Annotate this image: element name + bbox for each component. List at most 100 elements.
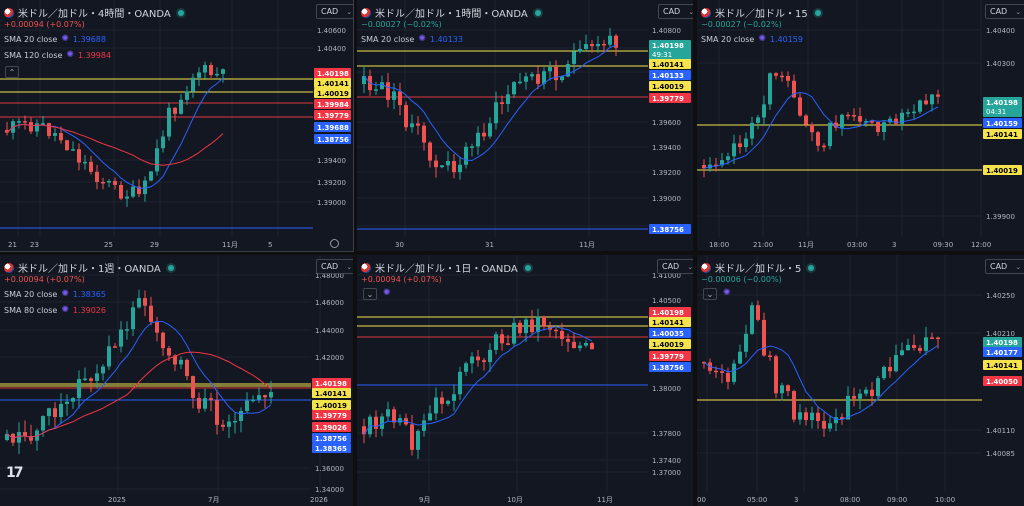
candle-body bbox=[5, 433, 9, 440]
price-chart-4h[interactable]: 1.40600 1.40400 1.39400 1.39200 1.39000 21 23 2… bbox=[0, 0, 353, 251]
pane-15m[interactable]: 1.40400 1.40300 1.39900 18:00 21:00 11月 03:00 3… bbox=[697, 0, 1024, 251]
expand-legend-button[interactable]: ⌄ bbox=[363, 288, 377, 300]
indicator-value: 1.39688 bbox=[72, 34, 106, 44]
candle-body bbox=[906, 112, 910, 114]
candle-body bbox=[738, 143, 742, 148]
price-change: −0.00006 (−0.00%) bbox=[701, 275, 782, 284]
collapse-legend-button[interactable]: ⌃ bbox=[5, 66, 19, 78]
usd-cad-flag-icon bbox=[4, 262, 14, 273]
candle-body bbox=[263, 395, 267, 398]
symbol-title[interactable]: 米ドル／加ドル・1日・OANDA bbox=[361, 260, 531, 275]
symbol-title[interactable]: 米ドル／加ドル・15 bbox=[701, 5, 821, 20]
pane-1h[interactable]: 1.408001.406001.404001.396001.394001.392… bbox=[357, 0, 693, 251]
symbol-title[interactable]: 米ドル／加ドル・1週・OANDA bbox=[4, 260, 174, 275]
candle-body bbox=[500, 102, 504, 105]
candle-body bbox=[560, 330, 564, 340]
price-chart-15m[interactable]: 1.40400 1.40300 1.39900 18:00 21:00 11月 03:00 3… bbox=[697, 0, 1024, 251]
sma-line[interactable] bbox=[363, 44, 617, 162]
indicator-settings-icon[interactable]: ✺ bbox=[723, 288, 731, 298]
indicator-label: SMA 20 close bbox=[4, 34, 58, 44]
candle-body bbox=[464, 146, 468, 165]
sma-line[interactable] bbox=[703, 92, 939, 169]
price-chart-5m[interactable]: 1.40250 1.40210 1.40110 1.40085 00 05:00 3 08:0… bbox=[697, 255, 1024, 506]
price-tag bbox=[649, 328, 691, 338]
pane-1d[interactable]: 1.41000 1.40500 1.38000 1.37800 1.37400 1.370… bbox=[357, 255, 693, 506]
price-tag bbox=[314, 88, 351, 98]
currency-select[interactable]: CAD ⌄ bbox=[985, 259, 1024, 274]
indicator-settings-icon[interactable]: ✺ bbox=[61, 305, 69, 315]
candle-body bbox=[542, 316, 546, 327]
price-tag bbox=[314, 78, 351, 88]
title-text: 米ドル／加ドル・15 bbox=[715, 9, 808, 20]
indicator-value: 1.39984 bbox=[77, 50, 112, 60]
price-tag-label: 1.40133 bbox=[652, 72, 684, 80]
price-chart-1h[interactable]: 1.408001.406001.404001.396001.394001.392… bbox=[357, 0, 693, 251]
currency-select[interactable]: CAD ⌄ bbox=[658, 4, 693, 19]
symbol-title[interactable]: 米ドル／加ドル・1時間・OANDA bbox=[361, 5, 541, 20]
pane-5m[interactable]: 1.40250 1.40210 1.40110 1.40085 00 05:00 3 08:0… bbox=[697, 255, 1024, 506]
indicator-sma20[interactable]: SMA 20 close ✺ 1.39688 bbox=[4, 34, 106, 44]
sma-line[interactable] bbox=[6, 320, 272, 439]
candle-body bbox=[452, 160, 456, 173]
price-tag bbox=[983, 347, 1022, 357]
price-tag bbox=[983, 118, 1022, 128]
expand-legend-button[interactable]: ⌄ bbox=[703, 288, 717, 300]
candle-body bbox=[732, 363, 736, 382]
candle-body bbox=[233, 420, 237, 423]
price-tag bbox=[649, 70, 691, 80]
indicator-sma80[interactable]: SMA 80 close ✺ 1.39026 bbox=[4, 305, 106, 315]
price-tag-label: 1.40019 bbox=[986, 167, 1018, 175]
y-tick-label: 1.44000 bbox=[315, 327, 344, 335]
chevron-down-icon: ⌄ bbox=[1015, 7, 1022, 16]
sma-line[interactable] bbox=[363, 325, 593, 435]
indicator-settings-icon[interactable]: ✺ bbox=[66, 50, 74, 60]
candle-body bbox=[209, 398, 213, 401]
reset-chart-icon[interactable] bbox=[330, 239, 339, 248]
currency-select[interactable]: CAD ⌄ bbox=[316, 259, 353, 274]
symbol-title[interactable]: 米ドル／加ドル・4時間・OANDA bbox=[4, 5, 184, 20]
sma-long-line[interactable] bbox=[6, 123, 224, 166]
pane-4h[interactable]: 1.40600 1.40400 1.39400 1.39200 1.39000 21 23 2… bbox=[0, 0, 354, 252]
y-tick-label: 1.40300 bbox=[986, 60, 1015, 68]
indicator-sma20[interactable]: SMA 20 close ✺ 1.38365 bbox=[4, 289, 106, 299]
x-tick-label: 09:00 bbox=[887, 496, 907, 504]
candle-body bbox=[53, 408, 57, 418]
sma-line[interactable] bbox=[6, 77, 224, 189]
candle-body bbox=[590, 44, 594, 47]
y-tick-label: 1.42000 bbox=[315, 354, 344, 362]
currency-select[interactable]: CAD ⌄ bbox=[657, 259, 693, 274]
indicator-settings-icon[interactable]: ✺ bbox=[383, 288, 391, 298]
candle-body bbox=[440, 397, 444, 404]
y-tick-label: 1.39000 bbox=[317, 199, 346, 207]
price-tag bbox=[314, 99, 351, 109]
candle-body bbox=[924, 100, 928, 105]
indicator-settings-icon[interactable]: ✺ bbox=[418, 34, 426, 44]
price-tag bbox=[314, 122, 351, 132]
price-tag-label: 1.38365 bbox=[315, 445, 347, 453]
candle-body bbox=[786, 385, 790, 392]
candle-body bbox=[446, 400, 450, 404]
candle-body bbox=[792, 391, 796, 420]
currency-select[interactable]: CAD ⌄ bbox=[316, 4, 353, 19]
candle-body bbox=[203, 64, 207, 73]
indicator-sma20[interactable]: SMA 20 close ✺ 1.40133 bbox=[361, 34, 463, 44]
indicator-settings-icon[interactable]: ✺ bbox=[61, 289, 69, 299]
indicator-settings-icon[interactable]: ✺ bbox=[758, 34, 766, 44]
candle-body bbox=[47, 408, 51, 417]
candle-body bbox=[416, 430, 420, 450]
symbol-title[interactable]: 米ドル／加ドル・5 bbox=[701, 260, 815, 275]
indicator-settings-icon[interactable]: ✺ bbox=[61, 34, 69, 44]
sma-line[interactable] bbox=[703, 344, 939, 420]
candle-body bbox=[506, 343, 510, 345]
currency-select[interactable]: CAD ⌄ bbox=[985, 4, 1024, 19]
indicator-sma20[interactable]: SMA 20 close ✺ 1.40159 bbox=[701, 34, 803, 44]
sma-long-line[interactable] bbox=[6, 351, 272, 439]
candle-body bbox=[362, 426, 366, 435]
x-tick-label: 00 bbox=[697, 496, 706, 504]
pane-1w[interactable]: 1.48000 1.46000 1.44000 1.42000 1.36000 1.340… bbox=[0, 255, 353, 506]
price-chart-1d[interactable]: 1.41000 1.40500 1.38000 1.37800 1.37400 1.370… bbox=[357, 255, 693, 506]
price-chart-1w[interactable]: 1.48000 1.46000 1.44000 1.42000 1.36000 1.340… bbox=[0, 255, 353, 506]
indicator-sma120[interactable]: SMA 120 close ✺ 1.39984 bbox=[4, 50, 111, 60]
candle-body bbox=[882, 122, 886, 132]
candle-body bbox=[452, 394, 456, 401]
